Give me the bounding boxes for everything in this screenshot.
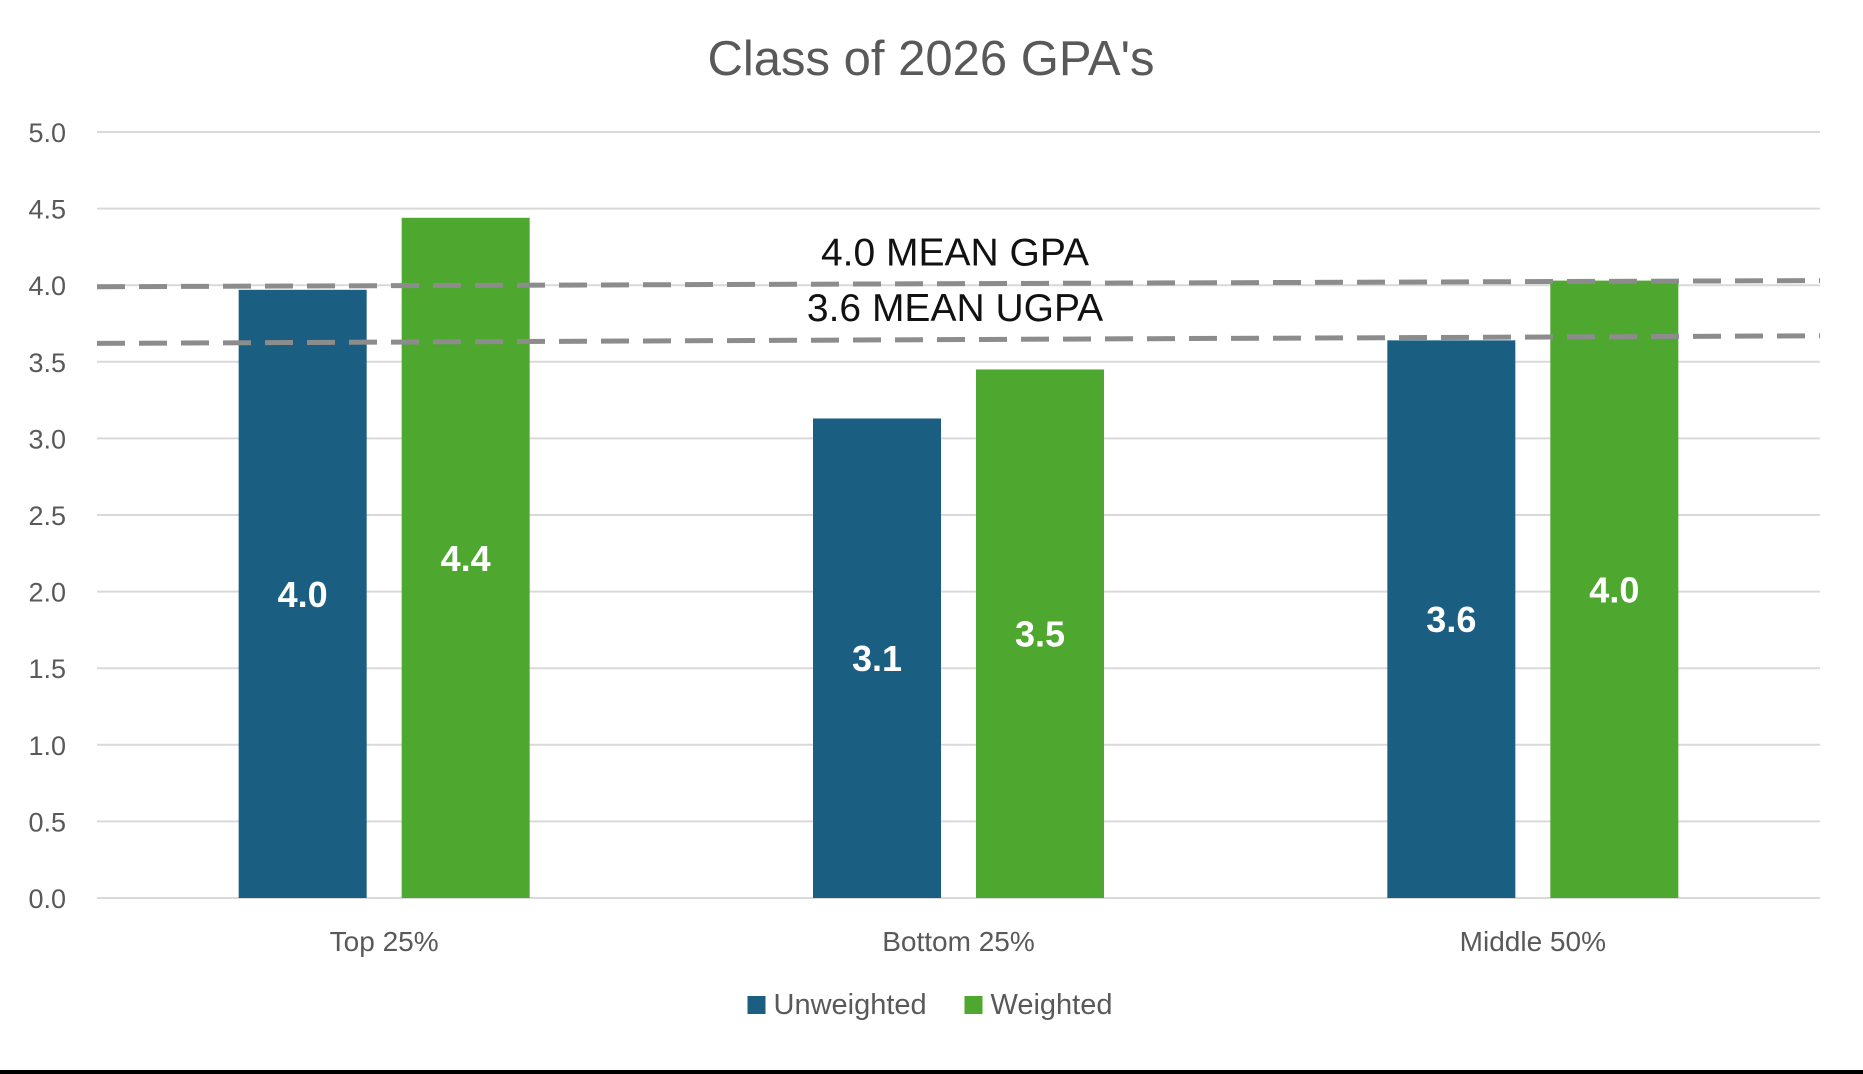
y-tick-label: 3.5 (28, 348, 66, 378)
chart-title: Class of 2026 GPA's (708, 32, 1155, 86)
data-label: 3.1 (852, 638, 902, 679)
bar-weighted (401, 217, 530, 899)
bar-unweighted (238, 289, 367, 898)
y-tick-label: 1.0 (28, 731, 66, 761)
x-tick-label: Middle 50% (1460, 926, 1606, 957)
y-tick-label: 4.5 (28, 195, 66, 225)
reference-line (96, 333, 1821, 346)
reference-line-label: 4.0 MEAN GPA (821, 232, 1089, 275)
y-tick-label: 0.5 (28, 807, 66, 837)
data-label: 4.0 (1589, 569, 1639, 610)
x-tick-label: Bottom 25% (882, 926, 1035, 957)
bars: 4.0 4.4 3.1 3.5 3.6 4.0 (238, 217, 1679, 899)
legend-label: Unweighted (774, 989, 927, 1021)
bar-weighted (976, 369, 1104, 899)
legend-swatch (747, 996, 766, 1014)
bar-weighted (1550, 280, 1679, 898)
y-tick-label: 3.0 (28, 424, 66, 454)
legend-swatch (964, 996, 983, 1014)
y-tick-label: 2.0 (28, 578, 66, 608)
reference-line (96, 278, 1821, 290)
legend-label: Weighted (991, 989, 1113, 1021)
bottom-border (0, 1070, 1863, 1074)
reference-line-label: 3.6 MEAN UGPA (807, 287, 1103, 330)
y-tick-label: 5.0 (28, 118, 66, 148)
y-tick-label: 1.5 (28, 654, 66, 684)
bar-unweighted (813, 418, 941, 898)
data-label: 3.5 (1015, 614, 1065, 655)
reference-lines: 4.0 MEAN GPA 3.6 MEAN UGPA (96, 232, 1821, 346)
bar-unweighted (1387, 340, 1516, 898)
data-label: 3.6 (1426, 599, 1476, 640)
x-axis-labels: Top 25% Bottom 25% Middle 50% (330, 926, 1606, 957)
data-label: 4.0 (278, 574, 328, 615)
y-axis-ticks: 0.0 0.5 1.0 1.5 2.0 2.5 3.0 3.5 4.0 4.5 5.0 (28, 118, 66, 914)
data-label: 4.4 (441, 538, 491, 579)
y-tick-label: 4.0 (28, 271, 66, 301)
y-tick-label: 0.0 (28, 884, 66, 914)
x-tick-label: Top 25% (330, 926, 439, 957)
y-tick-label: 2.5 (28, 501, 66, 531)
legend: Unweighted Weighted (747, 989, 1113, 1021)
